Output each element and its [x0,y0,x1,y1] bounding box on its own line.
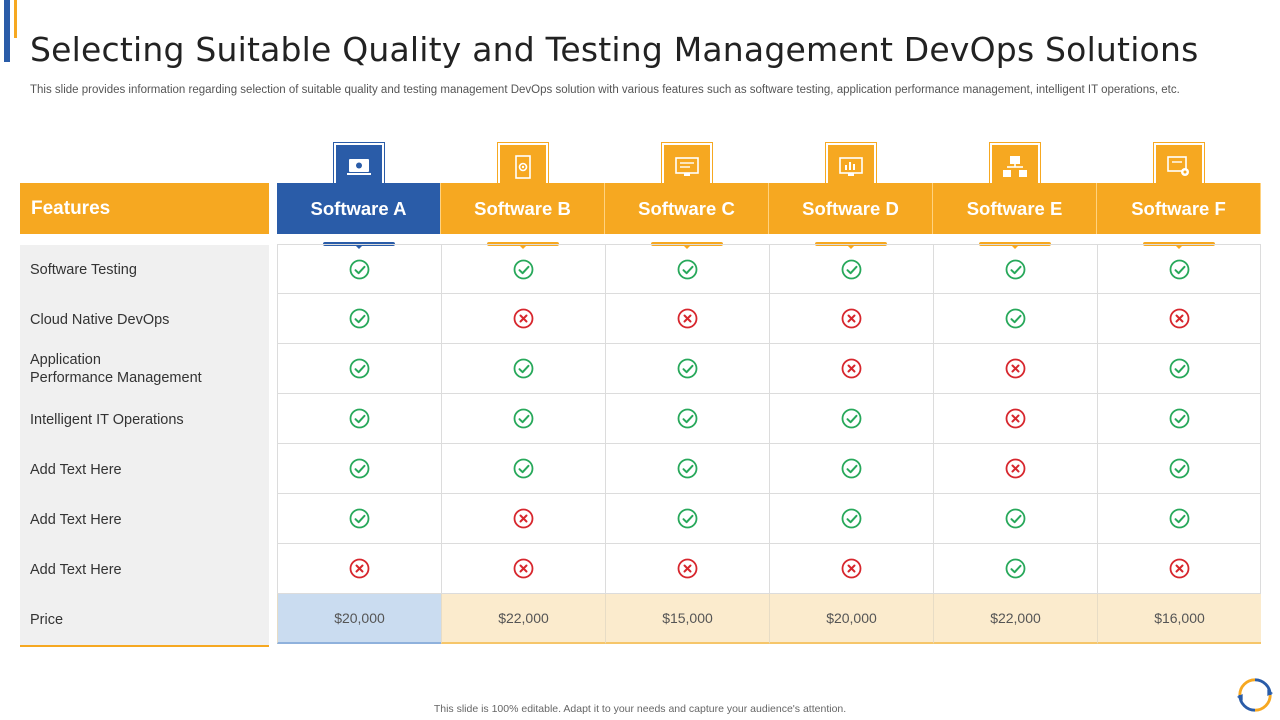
feature-label: Add Text Here [30,462,122,478]
features-list: Software Testing Cloud Native DevOps Appli… [20,245,269,647]
header-notch [1175,245,1183,249]
features-header: Features [20,183,269,234]
feature-label: Application Performance Management [30,352,202,386]
cross-icon [605,544,769,594]
check-icon [605,244,769,294]
page-subtitle: This slide provides information regardin… [30,84,1180,96]
check-icon [769,494,933,544]
feature-label: Add Text Here [30,562,122,578]
page-title: Selecting Suitable Quality and Testing M… [30,30,1199,69]
software-cells: $22,000 [441,244,605,644]
check-icon [769,394,933,444]
price-value: $16,000 [1097,594,1261,644]
check-icon [605,344,769,394]
cross-icon [769,344,933,394]
software-header: Software D [769,183,933,234]
price-value: $15,000 [605,594,769,644]
accent-bar [4,0,10,62]
software-cells: $20,000 [277,244,441,644]
check-icon [933,244,1097,294]
cross-icon [769,294,933,344]
software-header: Software B [441,183,605,234]
software-header: Software C [605,183,769,234]
check-icon [933,294,1097,344]
check-icon [769,444,933,494]
software-header: Software A [277,183,441,234]
check-icon [441,244,605,294]
software-cells: $16,000 [1097,244,1261,644]
header-notch [355,245,363,249]
cross-icon [769,544,933,594]
cross-icon [1097,294,1261,344]
cross-icon [441,494,605,544]
check-icon [1097,244,1261,294]
price-label: Price [30,612,64,628]
cross-icon [441,544,605,594]
accent-bar-secondary [14,0,17,38]
feature-label: Software Testing [30,262,137,278]
check-icon [933,544,1097,594]
check-icon [769,244,933,294]
check-icon [1097,494,1261,544]
feature-label: Intelligent IT Operations [30,412,184,428]
check-icon [277,494,441,544]
software-cells: $20,000 [769,244,933,644]
check-icon [277,344,441,394]
software-cells: $22,000 [933,244,1097,644]
check-icon [441,394,605,444]
cross-icon [933,444,1097,494]
check-icon [441,444,605,494]
check-icon [1097,394,1261,444]
software-cells: $15,000 [605,244,769,644]
price-value: $22,000 [441,594,605,644]
check-icon [441,344,605,394]
feature-label: Cloud Native DevOps [30,312,170,328]
check-icon [605,394,769,444]
check-icon [605,444,769,494]
cross-icon [277,544,441,594]
header-notch [847,245,855,249]
header-notch [1011,245,1019,249]
software-header: Software F [1097,183,1261,234]
price-value: $20,000 [769,594,933,644]
cross-icon [1097,544,1261,594]
price-value: $22,000 [933,594,1097,644]
software-header: Software E [933,183,1097,234]
check-icon [277,394,441,444]
check-icon [1097,444,1261,494]
check-icon [277,244,441,294]
check-icon [1097,344,1261,394]
cross-icon [441,294,605,344]
cycle-logo-icon [1236,678,1274,712]
check-icon [277,294,441,344]
footer-note: This slide is 100% editable. Adapt it to… [433,703,847,715]
check-icon [277,444,441,494]
features-column: Features Software Testing Cloud Native De… [20,183,269,647]
header-notch [683,245,691,249]
cross-icon [933,394,1097,444]
cross-icon [933,344,1097,394]
check-icon [933,494,1097,544]
price-value: $20,000 [277,594,441,644]
feature-label: Add Text Here [30,512,122,528]
check-icon [605,494,769,544]
header-notch [519,245,527,249]
cross-icon [605,294,769,344]
